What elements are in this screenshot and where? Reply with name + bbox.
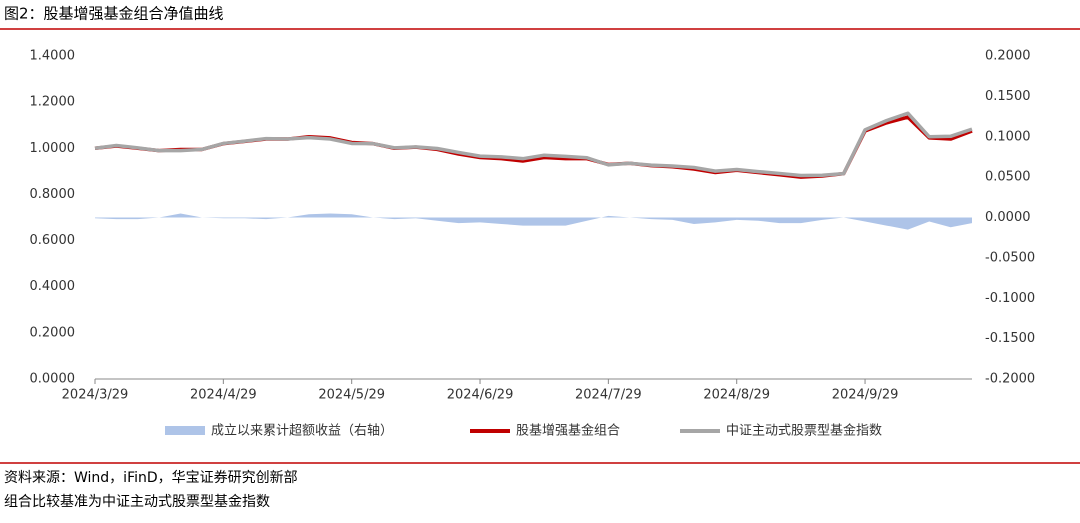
y-tick-label: 0.4000 — [30, 279, 76, 294]
x-tick-label: 2024/3/29 — [62, 388, 129, 403]
y-tick-label: 0.6000 — [30, 233, 76, 248]
y2-tick-label: -0.1500 — [985, 331, 1035, 346]
y-tick-label: 1.2000 — [30, 95, 76, 110]
x-tick-label: 2024/8/29 — [703, 388, 770, 403]
note: 组合比较基准为中证主动式股票型基金指数 — [4, 493, 270, 510]
x-tick-label: 2024/5/29 — [318, 388, 385, 403]
area — [95, 213, 972, 230]
legend-label: 成立以来累计超额收益（右轴） — [211, 424, 393, 439]
source: 资料来源：Wind，iFinD，华宝证券研究创新部 — [4, 470, 298, 486]
y2-tick-label: 0.2000 — [985, 49, 1031, 64]
y2-tick-label: 0.1500 — [985, 89, 1031, 104]
y-tick-label: 1.4000 — [30, 49, 76, 64]
x-tick-label: 2024/7/29 — [575, 388, 642, 403]
y2-tick-label: 0.0000 — [985, 210, 1031, 225]
y2-tick-label: 0.1000 — [985, 129, 1031, 144]
y-tick-label: 0.0000 — [30, 372, 76, 387]
legend-label: 股基增强基金组合 — [516, 423, 620, 439]
y-tick-label: 1.0000 — [30, 141, 76, 156]
x-tick-label: 2024/9/29 — [832, 388, 899, 403]
y2-tick-label: -0.0500 — [985, 250, 1035, 265]
y-tick-label: 0.8000 — [30, 187, 76, 202]
legend-label: 中证主动式股票型基金指数 — [726, 423, 882, 439]
line — [94, 111, 973, 178]
y-tick-label: 0.2000 — [30, 325, 76, 340]
y2-tick-label: -0.1000 — [985, 291, 1035, 306]
line — [94, 115, 973, 179]
x-tick-label: 2024/6/29 — [447, 388, 514, 403]
chart-title: 图2：股基增强基金组合净值曲线 — [4, 5, 224, 23]
y2-tick-label: 0.0500 — [985, 170, 1031, 185]
legend-swatch — [165, 426, 205, 435]
y2-tick-label: -0.2000 — [985, 372, 1035, 387]
x-tick-label: 2024/4/29 — [190, 388, 257, 403]
